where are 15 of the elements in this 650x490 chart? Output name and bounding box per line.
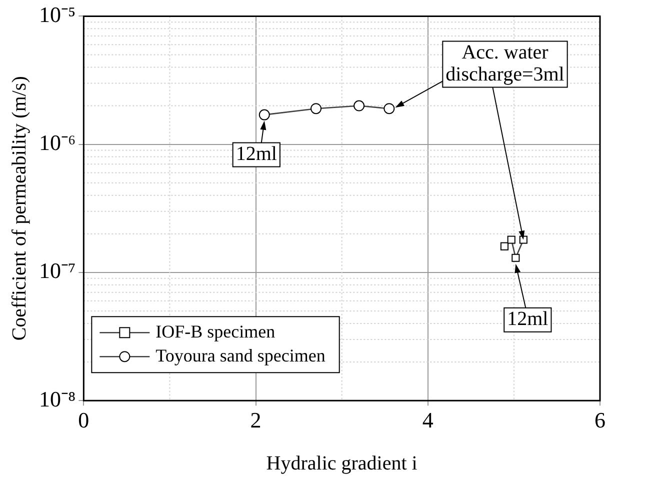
x-tick-label: 4: [422, 408, 434, 433]
y-tick-label: 10⁻⁷: [39, 258, 76, 284]
x-tick-label: 2: [250, 408, 262, 433]
x-tick-label: 6: [594, 408, 606, 433]
legend-label: Toyoura sand specimen: [156, 345, 326, 366]
x-axis-title: Hydralic gradient i: [266, 452, 418, 474]
x-tick-label: 0: [78, 408, 90, 433]
annotation: Acc. water discharge=3ml: [446, 41, 565, 86]
y-tick-label: 10⁻⁵: [39, 2, 76, 27]
annotation: 12ml: [507, 308, 549, 330]
y-axis-title: Coefficient of permeability (m/s): [8, 76, 30, 341]
annotation: 12ml: [236, 143, 278, 166]
y-tick-label: 10⁻⁶: [39, 130, 76, 156]
legend-label: IOF-B specimen: [156, 321, 276, 342]
y-tick-label: 10⁻⁸: [39, 386, 76, 412]
